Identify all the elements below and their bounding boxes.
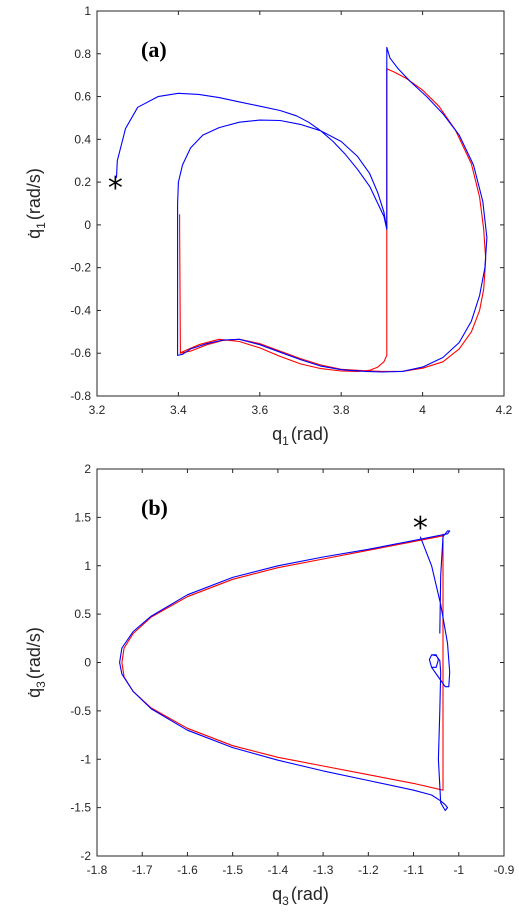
panel-label: (a) (141, 37, 167, 62)
x-tick-label: 3.6 (251, 403, 268, 417)
start-marker: * (413, 511, 428, 546)
y-tick-label: -1 (80, 752, 91, 766)
y-axis-label: q̇1(rad/s) (24, 168, 48, 239)
y-tick-label: 0.2 (74, 175, 91, 189)
y-tick-label: 0 (84, 218, 91, 232)
x-tick-label: -1.8 (87, 863, 108, 877)
y-tick-label: -0.6 (70, 346, 91, 360)
series-line-blue (119, 530, 451, 812)
y-tick-label: -0.8 (70, 389, 91, 403)
x-tick-label: 3.4 (170, 403, 187, 417)
x-axis-label: q3 (rad) (272, 884, 329, 908)
x-tick-label: 3.2 (89, 403, 106, 417)
series-line-red (179, 68, 487, 372)
x-tick-label: -1.6 (177, 863, 198, 877)
y-tick-label: 0.5 (74, 607, 91, 621)
series-line-red (121, 533, 444, 791)
x-tick-label: -1.4 (268, 863, 289, 877)
y-tick-label: -0.5 (70, 704, 91, 718)
x-tick-label: -1.3 (313, 863, 334, 877)
y-tick-label: -0.4 (70, 303, 91, 317)
y-tick-label: 1 (84, 559, 91, 573)
x-tick-label: 3.8 (333, 403, 350, 417)
x-tick-label: -1.7 (132, 863, 153, 877)
x-tick-label: -1.2 (358, 863, 379, 877)
x-axis-label: q1 (rad) (272, 424, 329, 448)
start-marker: * (108, 171, 123, 206)
series-line-blue (115, 46, 488, 373)
y-tick-label: 1 (84, 4, 91, 18)
x-tick-label: -1.5 (222, 863, 243, 877)
chart-panel-a: 3.2 3.4 3.6 3.8 4 4.2 -0.8 -0.6 -0.4 -0.2 0 0.2 0.4 0… (24, 4, 513, 448)
chart-panel-b: -1.8 -1.7 -1.6 -1.5 -1.4 -1.3 -1.2 -1.1 -1 -0.9 -2… (24, 462, 515, 908)
x-tick-label: -1 (453, 863, 464, 877)
y-axis-label: q̇3(rad/s) (24, 627, 48, 698)
x-tick-label: 4 (419, 403, 426, 417)
y-tick-label: -2 (80, 849, 91, 863)
x-tick-label: -0.9 (494, 863, 515, 877)
y-tick-label: -0.2 (70, 261, 91, 275)
panel-label: (b) (141, 495, 168, 520)
y-tick-label: 0.6 (74, 90, 91, 104)
plot-frame (96, 10, 505, 397)
x-tick-label: 4.2 (496, 403, 513, 417)
x-tick-label: -1.1 (403, 863, 424, 877)
y-tick-label: -1.5 (70, 801, 91, 815)
y-tick-label: 0.8 (74, 47, 91, 61)
y-tick-label: 0 (84, 656, 91, 670)
y-tick-label: 2 (84, 462, 91, 476)
y-tick-label: 1.5 (74, 510, 91, 524)
y-tick-label: 0.4 (74, 132, 91, 146)
